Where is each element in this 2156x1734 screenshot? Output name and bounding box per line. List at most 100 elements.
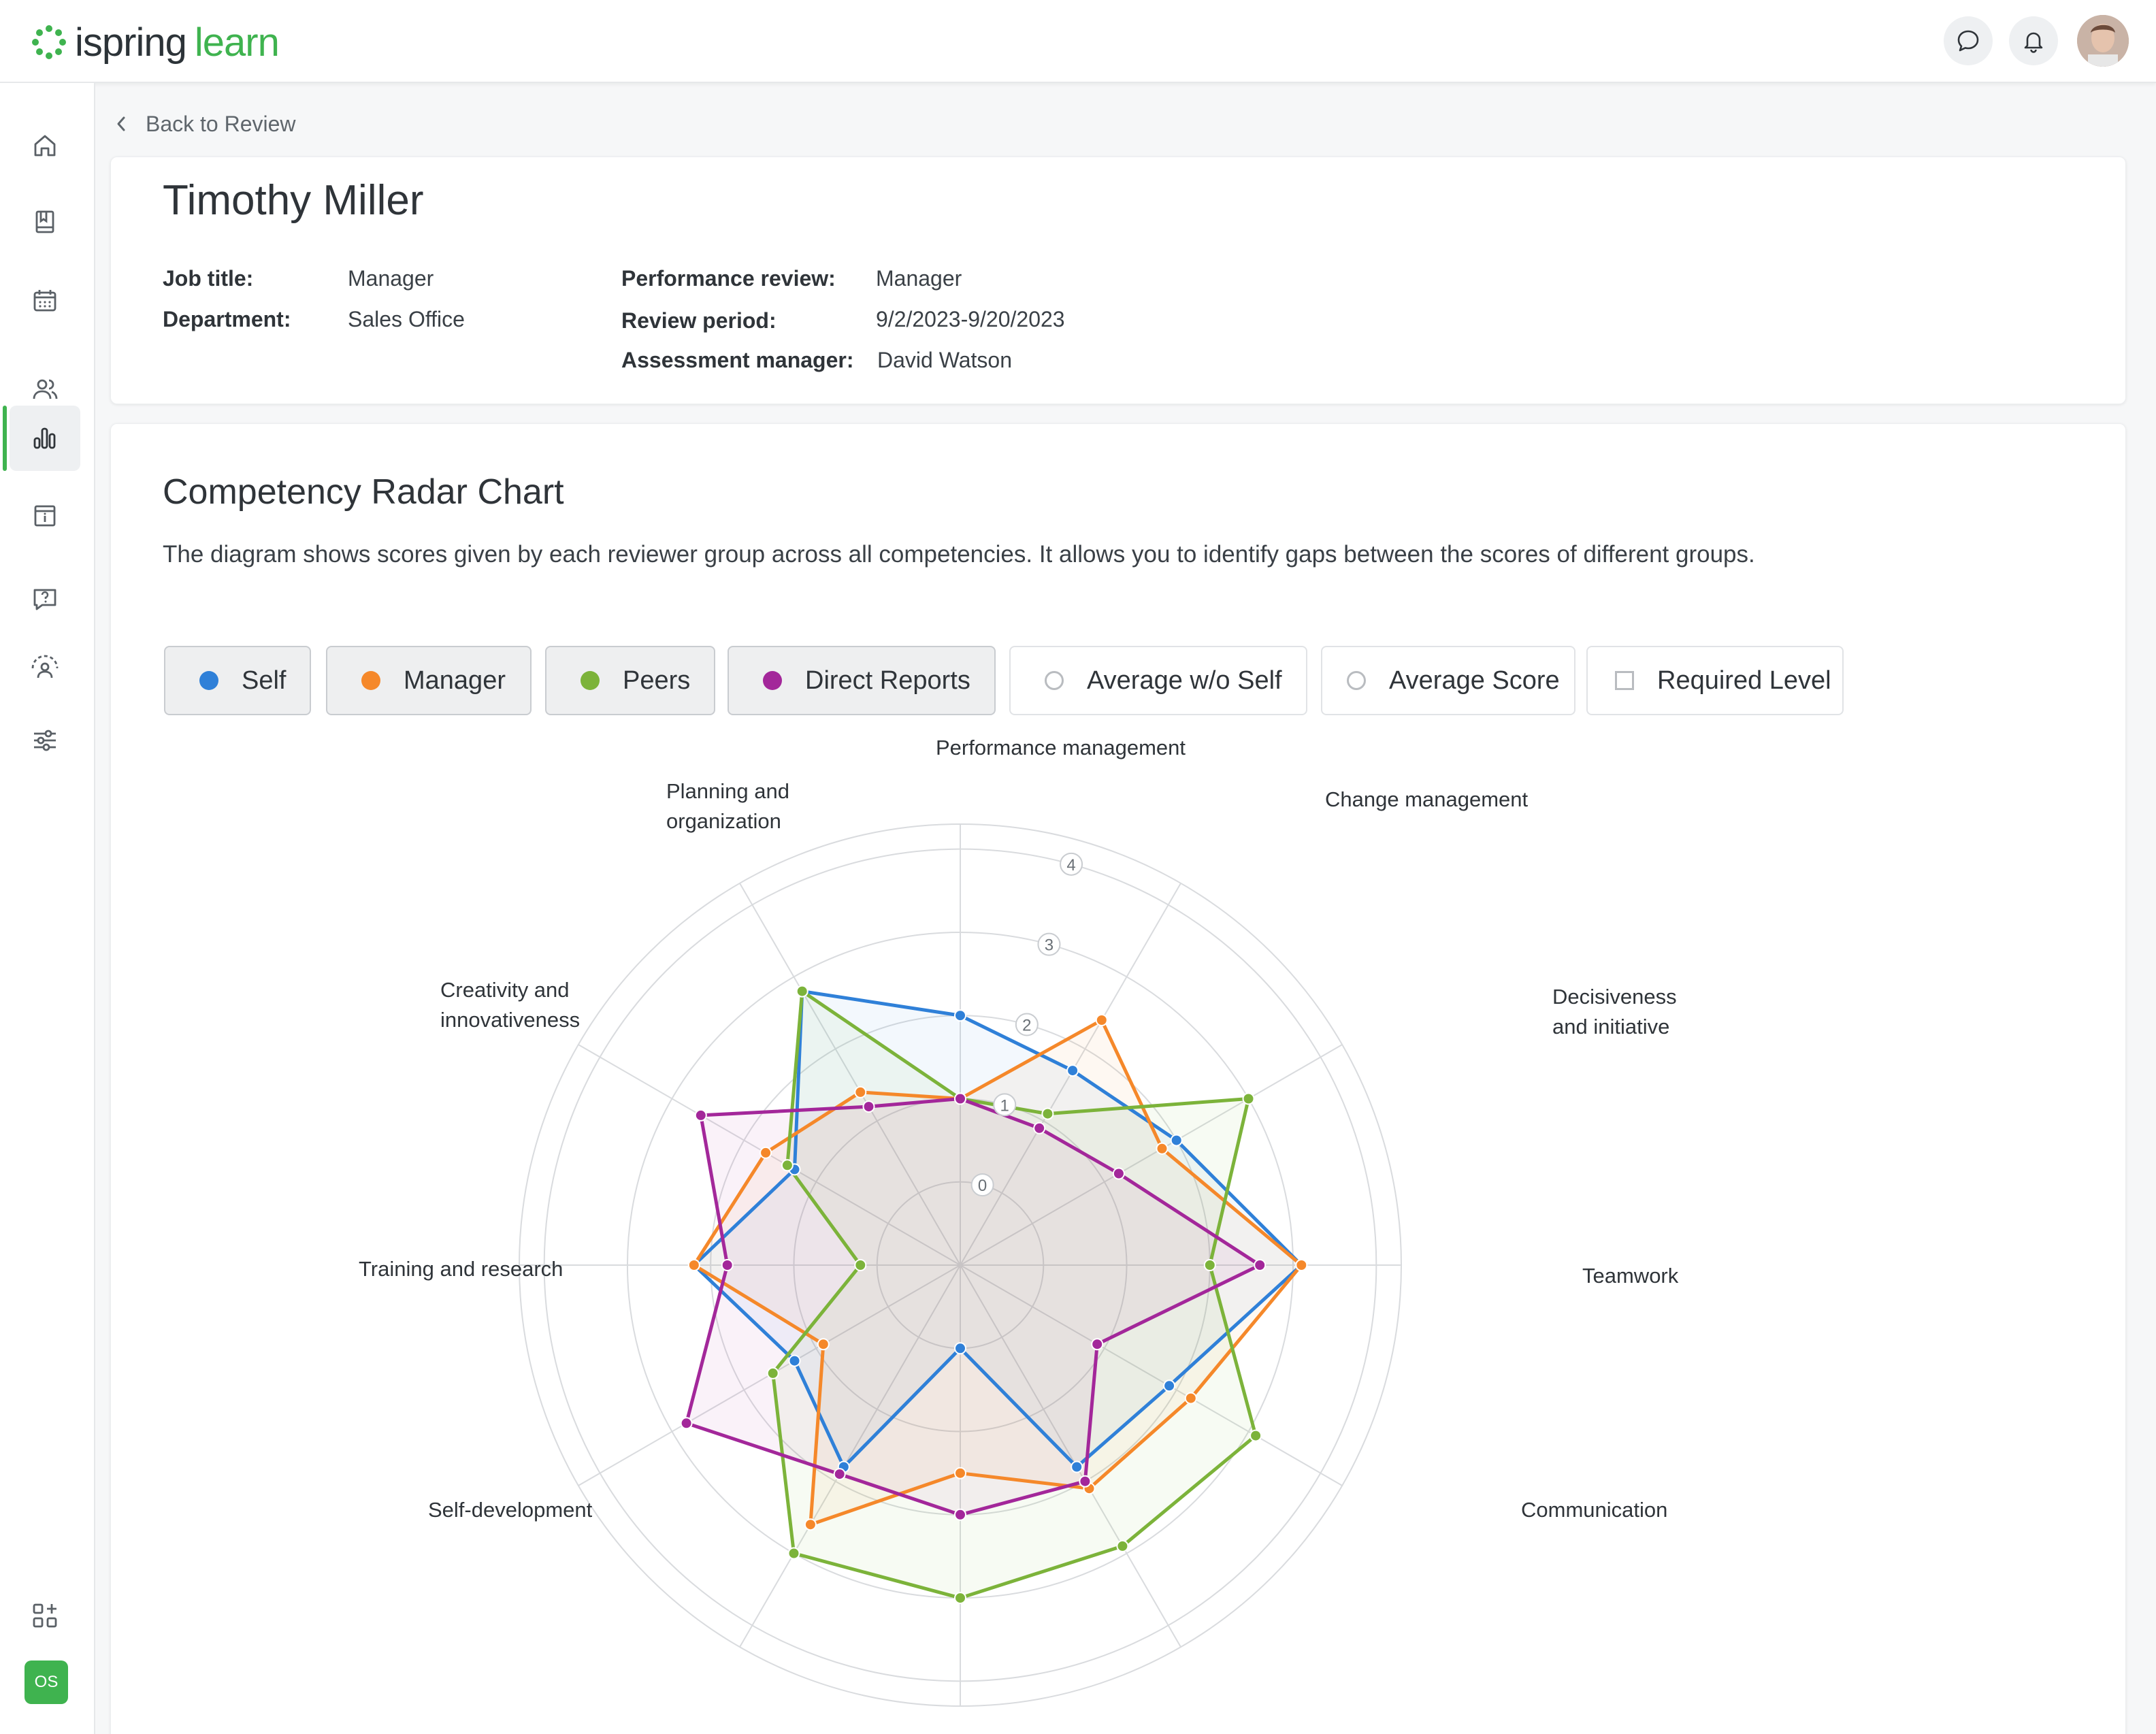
axis-label: Planning and (666, 779, 789, 803)
legend-toggle-required-level[interactable]: Required Level (1586, 646, 1844, 715)
tick-label: 4 (1066, 856, 1075, 874)
data-point-manager (760, 1146, 772, 1159)
axis-label: organization (666, 809, 781, 833)
data-point-direct-reports (833, 1468, 846, 1481)
axis-label: innovativeness (440, 1008, 580, 1032)
assessment-manager-value: David Watson (877, 348, 1012, 372)
sidebar-item-settings[interactable] (10, 708, 80, 773)
data-point-manager (854, 1085, 867, 1098)
legend-toggle-direct-reports[interactable]: Direct Reports (728, 646, 996, 715)
data-point-peers (1250, 1429, 1262, 1442)
data-point-peers (954, 1592, 966, 1605)
data-point-direct-reports (1033, 1122, 1046, 1134)
axis-label: Communication (1521, 1498, 1667, 1522)
data-point-peers (787, 1547, 800, 1560)
info-board-icon (34, 505, 56, 527)
account-badge[interactable]: OS (24, 1661, 68, 1704)
axis-label: Performance management (936, 736, 1186, 759)
axis-label: Teamwork (1582, 1264, 1679, 1288)
legend-toggle-manager[interactable]: Manager (326, 646, 532, 715)
legend-toggle-average-score[interactable]: Average Score (1321, 646, 1575, 715)
sidebar-item-add-widget[interactable] (10, 1583, 80, 1648)
sidebar-item-library[interactable] (10, 189, 80, 255)
profile-card: Timothy Miller Job title: Manager Depart… (110, 157, 2126, 404)
grid-spoke (739, 1264, 961, 1648)
home-icon (34, 135, 56, 157)
data-point-manager (687, 1259, 700, 1271)
tick-label: 3 (1045, 936, 1054, 955)
tick-badge (1060, 852, 1083, 876)
manager-dot-icon (361, 671, 380, 690)
legend-label-self: Self (242, 666, 287, 695)
sidebar-item-home[interactable] (10, 113, 80, 178)
notifications-button[interactable] (2009, 16, 2058, 65)
data-point-direct-reports (1112, 1167, 1125, 1180)
chat-button[interactable] (1944, 16, 1993, 65)
gauge-user-icon (31, 655, 59, 678)
chart-section-description: The diagram shows scores given by each r… (163, 541, 1755, 568)
data-point-self (954, 1009, 966, 1022)
tick-badge (1037, 932, 1061, 956)
axis-label: Decisiveness (1552, 985, 1677, 1009)
data-point-direct-reports (1079, 1475, 1092, 1488)
data-point-direct-reports (680, 1417, 693, 1430)
back-to-review-link[interactable]: Back to Review (114, 109, 296, 139)
sidebar-item-reports[interactable] (10, 406, 80, 471)
series-area-self (693, 991, 1302, 1467)
peers-dot-icon (581, 671, 600, 690)
app-logo[interactable]: ispring learn (30, 20, 280, 65)
direct-reports-dot-icon (763, 671, 782, 690)
data-point-peers (1203, 1259, 1216, 1271)
data-point-self (954, 1342, 966, 1355)
grid-spoke (960, 1044, 1343, 1266)
data-point-peers (854, 1259, 867, 1271)
legend-toggle-self[interactable]: Self (164, 646, 311, 715)
data-point-peers (781, 1159, 794, 1172)
grid-spoke (960, 1264, 1181, 1648)
data-point-direct-reports (862, 1100, 875, 1113)
axis-label: Training and research (359, 1257, 563, 1281)
data-point-manager (1184, 1392, 1197, 1405)
review-period-value: 9/2/2023-9/20/2023 (876, 307, 1065, 331)
competency-chart-card: Competency Radar Chart The diagram shows… (110, 423, 2126, 1734)
series-area-manager (693, 1020, 1302, 1525)
chevron-left-icon (117, 116, 125, 131)
average-score-ring-icon (1347, 671, 1366, 690)
data-point-manager (954, 1467, 966, 1479)
axis-label: Self-development (428, 1498, 593, 1522)
sidebar-item-help[interactable] (10, 566, 80, 632)
job-title-value: Manager (348, 266, 434, 291)
data-point-self (1163, 1379, 1176, 1392)
axis-label: Change management (1325, 787, 1529, 811)
legend-toggle-average-wo-self[interactable]: Average w/o Self (1009, 646, 1307, 715)
sidebar-item-info[interactable] (10, 483, 80, 549)
tick-label: 1 (1000, 1096, 1009, 1115)
performance-review-value: Manager (876, 266, 962, 291)
users-icon (33, 379, 58, 399)
data-point-peers (796, 985, 808, 998)
tick-badge (993, 1093, 1017, 1117)
data-point-self (1066, 1064, 1079, 1077)
sidebar-item-performance[interactable] (10, 634, 80, 700)
data-point-peers (1041, 1107, 1054, 1120)
average-wo-self-ring-icon (1045, 671, 1064, 690)
data-point-manager (1295, 1259, 1308, 1271)
sidebar-item-calendar[interactable] (10, 268, 80, 333)
sidebar: OS (0, 83, 95, 1734)
logo-text-learn: learn (194, 20, 280, 65)
user-avatar[interactable] (2077, 15, 2129, 67)
bell-icon (2024, 32, 2043, 53)
data-point-direct-reports (721, 1259, 734, 1271)
legend-label-peers: Peers (623, 666, 691, 695)
add-grid-icon (33, 1603, 57, 1628)
review-period-label: Review period: (621, 308, 777, 333)
calendar-icon (33, 290, 56, 312)
data-point-manager (1095, 1014, 1108, 1026)
tick-badge (1015, 1013, 1039, 1036)
data-point-peers (1242, 1092, 1255, 1105)
legend-toggle-peers[interactable]: Peers (545, 646, 715, 715)
sidebar-item-users[interactable] (10, 357, 80, 422)
axis-label: Creativity and (440, 978, 570, 1002)
department-value: Sales Office (348, 307, 465, 331)
legend-label-manager: Manager (404, 666, 506, 695)
